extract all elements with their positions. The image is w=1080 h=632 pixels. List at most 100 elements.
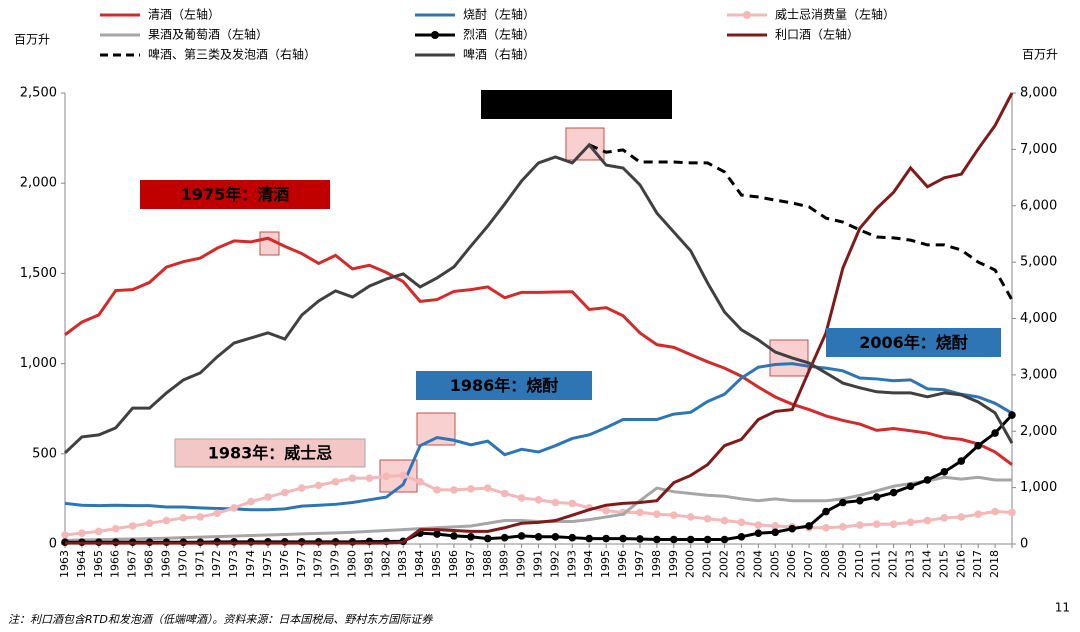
series-marker (230, 504, 238, 512)
x-tick-label: 2000 (684, 550, 697, 578)
series-marker (771, 522, 780, 530)
x-tick-label: 1985 (430, 550, 443, 578)
x-tick-label: 2015 (937, 550, 950, 578)
y2-tick-label: 3,000 (1020, 367, 1057, 382)
x-tick-label: 1999 (667, 550, 680, 578)
series-line (64, 236, 1013, 466)
series-marker (957, 457, 966, 465)
x-tick-label: 2003 (734, 550, 747, 578)
series-marker (416, 477, 424, 486)
y2-tick-label: 0 (1020, 537, 1028, 552)
annotation-box (826, 328, 1001, 357)
series-marker (940, 514, 949, 522)
series-marker (822, 507, 830, 516)
x-tick-label: 2002 (718, 550, 731, 578)
series-marker (585, 534, 594, 543)
series-marker (517, 532, 526, 540)
series-marker (974, 510, 982, 519)
series-marker (213, 509, 221, 518)
series-line (65, 92, 1014, 545)
legend-marker (431, 31, 439, 39)
series-marker (500, 489, 509, 498)
series-marker (991, 429, 999, 437)
y2-tick-label: 5,000 (1020, 255, 1057, 270)
series-marker (737, 532, 746, 541)
x-tick-label: 1967 (126, 550, 139, 578)
series-marker (737, 518, 746, 527)
series-marker (1008, 411, 1016, 419)
x-tick-label: 2009 (836, 550, 849, 578)
highlight-box (769, 339, 809, 377)
series-marker (703, 514, 712, 523)
annotation-text: 1975年：清酒 (181, 185, 290, 204)
x-tick-label: 1973 (227, 550, 240, 578)
x-tick-label: 1978 (312, 550, 325, 578)
y2-tick-label: 7,000 (1020, 142, 1057, 157)
x-tick-label: 1998 (650, 550, 663, 578)
y2-tick-label: 1,000 (1020, 480, 1057, 495)
series-line (63, 142, 1014, 455)
series-marker (534, 532, 543, 541)
series-marker (111, 524, 120, 533)
series-line (64, 473, 1013, 537)
x-tick-label: 2010 (853, 550, 866, 578)
legend-label: 烧酎（左轴） (463, 7, 535, 22)
series-line (588, 143, 1014, 301)
y2-tick-label: 8,000 (1020, 86, 1057, 101)
series-marker (771, 528, 780, 537)
annotation-text: 1986年：烧酎 (450, 376, 559, 395)
series-marker (653, 535, 661, 544)
series-marker (957, 513, 966, 521)
x-tick-label: 1986 (447, 550, 460, 578)
x-tick-label: 2017 (971, 550, 984, 578)
series-marker (754, 529, 763, 537)
series-marker (669, 511, 678, 519)
series-marker (923, 476, 932, 484)
x-tick-label: 1963 (58, 550, 71, 578)
series-marker (314, 481, 323, 490)
series-marker (991, 507, 999, 516)
series-marker (872, 493, 881, 501)
y-tick-label: 2,000 (20, 176, 57, 191)
annotation-box (416, 371, 592, 400)
series-marker (788, 524, 796, 533)
y-axis-label: 百万升 (14, 33, 50, 47)
series-marker (602, 534, 610, 543)
series-marker (247, 497, 255, 506)
x-tick-label: 1964 (75, 550, 88, 578)
series-marker (839, 523, 847, 531)
series-marker (433, 530, 441, 538)
series-marker (61, 531, 69, 539)
legend-label: 利口酒（左轴） (775, 27, 859, 42)
series-marker (162, 516, 171, 525)
series-marker (264, 493, 272, 501)
series-marker (856, 521, 864, 529)
x-tick-label: 1989 (498, 550, 511, 578)
x-tick-label: 2013 (904, 550, 917, 578)
x-tick-label: 2008 (819, 550, 832, 578)
y-tick-label: 1,500 (20, 266, 57, 281)
y-tick-label: 1,000 (20, 356, 57, 371)
series-marker (906, 482, 915, 491)
x-tick-label: 2001 (701, 550, 714, 578)
series-marker (551, 498, 560, 507)
series-marker (923, 516, 932, 525)
series-marker (95, 527, 103, 536)
annotation-box (140, 180, 330, 209)
page-number: 11 (1055, 601, 1070, 615)
series-marker (196, 513, 205, 521)
series-marker (568, 533, 577, 542)
legend-label: 果酒及葡萄酒（左轴） (148, 27, 268, 42)
x-tick-label: 2016 (954, 550, 967, 578)
series-marker (179, 514, 188, 522)
x-tick-label: 2012 (887, 550, 900, 578)
series-marker (500, 533, 509, 542)
series-marker (382, 472, 391, 481)
series-marker (483, 534, 492, 543)
series-marker (534, 496, 543, 504)
y2-tick-label: 6,000 (1020, 198, 1057, 213)
annotation-box (481, 90, 672, 119)
x-tick-label: 1990 (515, 550, 528, 578)
y2-tick-label: 4,000 (1020, 311, 1057, 326)
